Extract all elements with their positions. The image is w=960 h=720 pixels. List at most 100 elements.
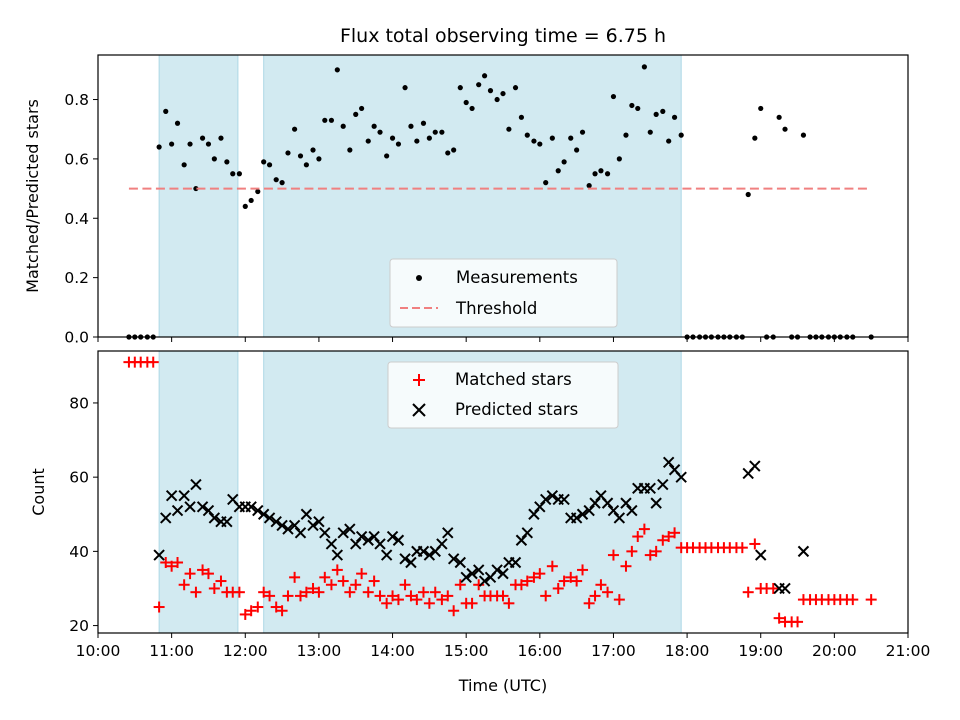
x-tick-label: 20:00 <box>812 642 857 660</box>
matched-star-point <box>442 590 454 602</box>
legend-measurements-label: Measurements <box>456 268 578 287</box>
measurement-point <box>310 147 316 153</box>
matched-star-point <box>282 590 294 602</box>
top-y-tick-label: 0.2 <box>64 269 89 287</box>
top-panel: 0.0 0.2 0.4 0.6 0.8 Flux total observing tim… <box>23 25 909 347</box>
measurement-point <box>758 105 764 112</box>
measurement-point <box>574 147 580 153</box>
predicted-star-point <box>528 508 540 520</box>
measurement-point <box>359 105 365 112</box>
measurement-point <box>524 132 530 138</box>
measurement-point <box>395 141 402 147</box>
measurement-point <box>163 108 169 114</box>
measurement-point <box>242 203 248 209</box>
measurement-point <box>285 150 291 156</box>
measurement-point <box>678 132 684 138</box>
matched-star-point <box>607 549 619 561</box>
measurement-point <box>230 171 236 177</box>
measurement-point <box>481 73 488 79</box>
matched-star-point <box>245 605 257 617</box>
measurement-point <box>402 85 408 91</box>
predicted-star-point <box>257 508 270 520</box>
top-y-tick-label: 0.0 <box>64 329 89 347</box>
matched-star-point <box>466 597 478 609</box>
predicted-star-point <box>447 553 460 565</box>
matched-star-point <box>534 568 546 580</box>
bottom-y-tick-label: 60 <box>69 469 89 487</box>
measurement-point <box>384 153 390 159</box>
matched-star-point <box>454 579 466 591</box>
matched-star-point <box>313 586 325 598</box>
predicted-star-point <box>202 504 215 517</box>
top-legend: Measurements Threshold <box>389 258 618 328</box>
predicted-star-point <box>300 508 313 520</box>
matched-star-point <box>497 590 509 602</box>
predicted-star-point <box>466 567 478 580</box>
predicted-star-point <box>417 545 430 558</box>
predicted-star-point <box>405 556 417 569</box>
matched-star-point <box>147 356 159 368</box>
predicted-star-point <box>252 504 264 517</box>
matched-star-point <box>565 571 577 583</box>
predicted-star-point <box>171 504 184 517</box>
matched-star-point <box>436 594 448 606</box>
matched-star-point <box>344 586 356 598</box>
matched-star-point <box>429 586 441 598</box>
measurement-point <box>279 180 285 186</box>
predicted-star-point <box>436 538 448 550</box>
predicted-star-point <box>497 567 509 580</box>
x-axis-label: Time (UTC) <box>458 676 547 695</box>
matched-star-point <box>356 568 368 580</box>
predicted-star-point <box>755 549 767 561</box>
x-tick-label: 16:00 <box>517 642 562 660</box>
measurement-point <box>273 177 279 183</box>
matched-star-point <box>184 568 196 580</box>
measurement-point <box>666 138 672 144</box>
matched-star-point <box>190 586 202 598</box>
matched-star-point <box>387 590 399 602</box>
matched-star-point <box>178 579 190 591</box>
predicted-star-point <box>607 504 620 517</box>
measurement-point <box>414 138 420 144</box>
measurement-point <box>629 102 635 109</box>
predicted-star-point <box>288 519 301 532</box>
measurement-point <box>174 120 181 126</box>
predicted-star-point <box>626 504 638 517</box>
predicted-star-point <box>460 571 472 584</box>
measurement-point <box>568 135 574 141</box>
measurement-point <box>469 105 475 112</box>
predicted-star-point <box>399 553 411 565</box>
matched-star-point <box>595 579 607 591</box>
matched-star-point <box>405 590 417 602</box>
matched-star-point <box>215 575 227 587</box>
measurement-point <box>224 159 230 165</box>
x-tick-label: 14:00 <box>370 642 415 660</box>
matched-star-point <box>626 545 638 557</box>
predicted-star-point <box>184 501 196 513</box>
measurement-point <box>647 129 653 135</box>
measurement-point <box>537 141 543 147</box>
matched-star-point <box>749 538 761 550</box>
matched-star-point <box>528 571 540 583</box>
predicted-star-point <box>325 538 338 550</box>
measurement-point <box>782 126 788 132</box>
predicted-star-point <box>797 545 810 558</box>
measurement-point <box>445 150 451 156</box>
predicted-star-point <box>558 493 570 506</box>
measurement-point <box>439 129 445 135</box>
measurement-point <box>156 144 162 150</box>
measurement-point <box>340 123 346 129</box>
predicted-star-point <box>282 523 294 535</box>
predicted-star-point <box>613 512 626 524</box>
predicted-star-point <box>374 538 386 550</box>
predicted-star-point <box>675 471 687 483</box>
measurement-point <box>236 171 242 177</box>
x-tick-label: 13:00 <box>297 642 342 660</box>
predicted-star-point <box>650 497 662 509</box>
measurement-point <box>800 132 807 138</box>
matched-star-point <box>448 605 460 617</box>
measurement-point <box>451 147 457 153</box>
predicted-star-point <box>355 530 368 543</box>
predicted-star-point <box>362 534 374 546</box>
